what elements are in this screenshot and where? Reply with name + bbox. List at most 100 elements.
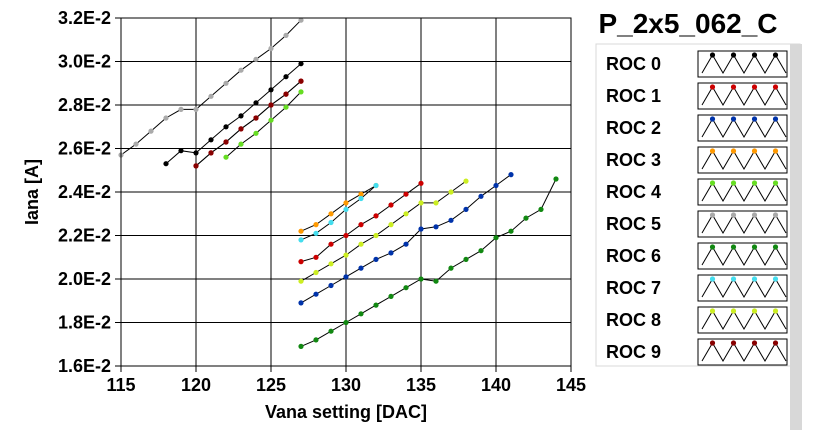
x-tick-label: 115 xyxy=(106,375,135,395)
data-point xyxy=(388,293,394,299)
x-tick-label: 130 xyxy=(331,375,361,395)
data-point xyxy=(418,226,424,232)
y-axis-title: Iana [A] xyxy=(22,159,42,225)
data-point xyxy=(463,206,469,212)
data-point xyxy=(358,241,364,247)
data-point xyxy=(193,150,199,156)
legend-swatch-marker xyxy=(709,276,716,282)
data-point xyxy=(358,222,364,228)
data-point xyxy=(328,282,334,289)
data-point xyxy=(298,17,304,23)
data-point xyxy=(253,115,259,121)
legend-swatch-marker xyxy=(709,52,716,58)
legend-swatch-marker xyxy=(730,52,737,58)
series-line xyxy=(300,178,557,347)
data-point xyxy=(268,102,274,108)
data-point xyxy=(313,291,319,297)
legend-swatch-marker xyxy=(751,116,758,122)
legend-swatch-marker xyxy=(751,276,758,282)
data-point xyxy=(283,104,289,110)
legend-swatch-marker xyxy=(772,276,779,282)
y-axis-ticks: 1.6E-2 1.8E-2 2.0E-2 2.2E-2 2.4E-2 2.6E-2 2.8E… xyxy=(58,8,121,376)
legend-swatch-marker xyxy=(772,180,779,186)
data-point xyxy=(238,67,244,73)
data-point xyxy=(223,139,229,145)
data-point xyxy=(313,222,319,228)
data-point xyxy=(238,113,244,119)
data-point xyxy=(193,163,199,169)
legend-swatch-marker xyxy=(730,276,737,282)
data-point xyxy=(313,230,319,236)
data-point xyxy=(493,235,499,241)
data-point xyxy=(328,241,334,247)
data-point xyxy=(463,178,469,184)
data-point xyxy=(328,211,334,217)
data-point xyxy=(223,80,229,86)
data-point xyxy=(433,278,439,284)
data-point xyxy=(298,343,304,349)
y-tick-label: 1.8E-2 xyxy=(58,313,111,333)
data-point xyxy=(478,193,484,199)
legend-label: ROC 8 xyxy=(606,310,661,330)
legend-swatch-line xyxy=(701,246,787,266)
data-point xyxy=(478,248,484,254)
data-point xyxy=(328,219,334,226)
data-point xyxy=(268,117,274,123)
data-point xyxy=(313,269,319,276)
legend-swatch-marker xyxy=(772,116,779,122)
x-axis-title: Vana setting [DAC] xyxy=(265,402,427,422)
chart-title: P_2x5_062_C xyxy=(598,8,777,39)
data-point xyxy=(343,200,349,206)
y-tick-label: 1.6E-2 xyxy=(58,356,111,376)
data-point xyxy=(433,224,439,230)
legend-shadow xyxy=(790,44,802,430)
y-tick-label: 2.4E-2 xyxy=(58,182,111,202)
legend-swatch-marker xyxy=(751,148,758,154)
data-point xyxy=(208,150,214,156)
data-point xyxy=(148,128,154,134)
data-point xyxy=(388,202,394,208)
legend-swatch-marker xyxy=(709,180,716,186)
legend-swatch-marker xyxy=(730,180,737,186)
legend-swatch-marker xyxy=(709,116,716,122)
data-point xyxy=(403,241,409,247)
legend-label: ROC 1 xyxy=(606,86,661,106)
legend-swatch-marker xyxy=(709,308,716,314)
legend-swatch-marker xyxy=(751,84,758,90)
data-point xyxy=(403,191,409,197)
data-point xyxy=(508,172,514,178)
y-tick-label: 2.8E-2 xyxy=(58,95,111,115)
data-point xyxy=(208,93,214,99)
data-point xyxy=(343,274,349,280)
legend-swatch-marker xyxy=(730,340,737,346)
legend-swatch-marker xyxy=(751,52,758,58)
legend-swatch-line xyxy=(701,310,787,330)
data-point xyxy=(403,211,409,217)
series-line xyxy=(165,63,302,165)
legend-label: ROC 6 xyxy=(606,246,661,266)
data-point xyxy=(463,256,469,262)
series-line xyxy=(300,180,467,282)
legend-swatch-marker xyxy=(730,308,737,314)
data-point xyxy=(298,300,304,306)
data-point xyxy=(298,237,304,243)
legend-swatch-line xyxy=(701,342,787,362)
legend-swatch-line xyxy=(701,86,787,106)
legend-swatch-marker xyxy=(709,84,716,90)
legend-swatch-marker xyxy=(751,308,758,314)
legend-swatch-line xyxy=(701,278,787,298)
x-tick-label: 120 xyxy=(181,375,211,395)
legend-label: ROC 3 xyxy=(606,150,661,170)
x-tick-label: 140 xyxy=(481,375,511,395)
legend-swatch-marker xyxy=(751,340,758,346)
y-tick-label: 2.0E-2 xyxy=(58,269,111,289)
legend-swatch-marker xyxy=(730,116,737,122)
legend-swatch-marker xyxy=(730,244,737,250)
legend-swatch-line xyxy=(701,118,787,138)
data-point xyxy=(373,232,379,239)
legend-label: ROC 7 xyxy=(606,278,661,298)
legend-label: ROC 9 xyxy=(606,342,661,362)
data-point xyxy=(298,228,304,234)
data-point xyxy=(313,337,319,343)
data-point xyxy=(373,213,379,219)
